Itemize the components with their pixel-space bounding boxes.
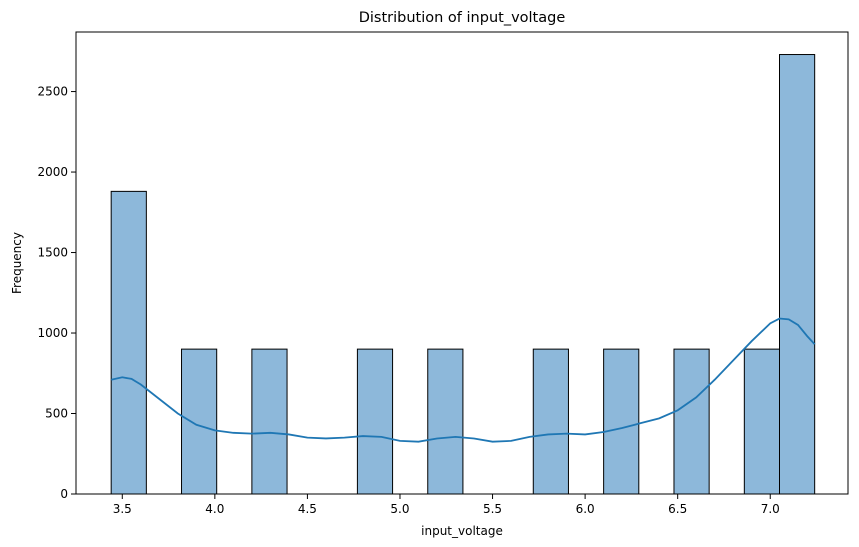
- x-tick-label: 5.5: [483, 502, 502, 516]
- y-axis-label: Frequency: [10, 232, 24, 294]
- y-tick-label: 0: [60, 487, 68, 501]
- y-tick-label: 2000: [37, 165, 68, 179]
- plot-frame: [75, 31, 849, 495]
- x-tick-label: 5.0: [390, 502, 409, 516]
- y-tick-label: 2500: [37, 85, 68, 99]
- bars-layer: [110, 54, 816, 495]
- histogram-bar-4: [356, 348, 394, 495]
- y-axis: 0 500 1000 1500 2000 2500: [37, 85, 76, 501]
- histogram-bar-8: [673, 348, 710, 495]
- x-tick-label: 4.0: [205, 502, 224, 516]
- histogram-bar-1: [110, 190, 147, 495]
- y-tick-label: 1500: [37, 246, 68, 260]
- y-tick-label: 500: [45, 407, 68, 421]
- kde-curve: [110, 317, 816, 443]
- histogram-bar-2: [181, 348, 218, 495]
- histogram-bar-10: [779, 54, 816, 495]
- x-tick-label: 3.5: [113, 502, 132, 516]
- histogram-bar-3: [251, 348, 288, 495]
- chart-title: Distribution of input_voltage: [359, 10, 566, 26]
- y-tick-label: 1000: [37, 326, 68, 340]
- histogram-bar-7: [603, 348, 640, 495]
- x-axis-label: input_voltage: [421, 524, 503, 538]
- histogram-bar-5: [427, 348, 464, 495]
- x-tick-label: 6.0: [576, 502, 595, 516]
- histogram-bar-9: [743, 348, 781, 495]
- x-tick-label: 4.5: [298, 502, 317, 516]
- x-axis: 3.5 4.0 4.5 5.0 5.5 6.0 6.5 7.0: [113, 494, 780, 516]
- histogram-bar-6: [532, 348, 569, 495]
- x-tick-label: 7.0: [761, 502, 780, 516]
- x-tick-label: 6.5: [668, 502, 687, 516]
